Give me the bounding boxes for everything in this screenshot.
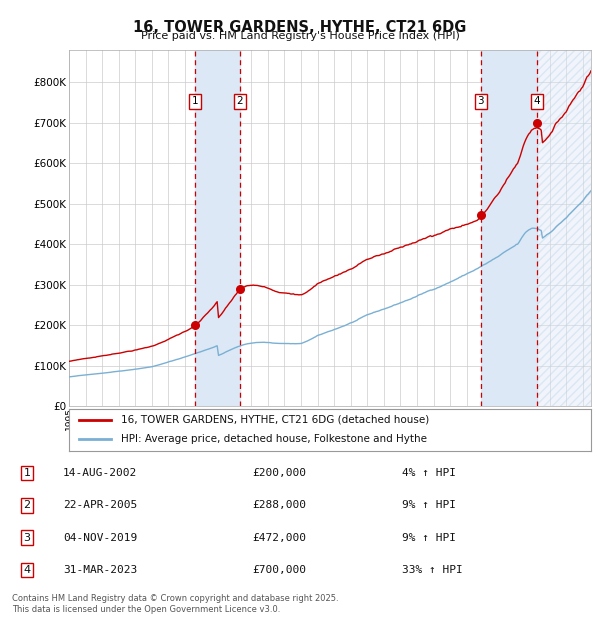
Text: 3: 3 xyxy=(478,96,484,106)
Bar xyxy=(481,50,537,406)
Text: Contains HM Land Registry data © Crown copyright and database right 2025.
This d: Contains HM Land Registry data © Crown c… xyxy=(12,595,338,614)
Text: 14-AUG-2002: 14-AUG-2002 xyxy=(63,468,137,478)
Text: 3: 3 xyxy=(23,533,31,542)
Text: 4% ↑ HPI: 4% ↑ HPI xyxy=(402,468,456,478)
Text: 16, TOWER GARDENS, HYTHE, CT21 6DG (detached house): 16, TOWER GARDENS, HYTHE, CT21 6DG (deta… xyxy=(121,415,430,425)
Text: 9% ↑ HPI: 9% ↑ HPI xyxy=(402,500,456,510)
Text: £200,000: £200,000 xyxy=(252,468,306,478)
Text: £700,000: £700,000 xyxy=(252,565,306,575)
Text: 9% ↑ HPI: 9% ↑ HPI xyxy=(402,533,456,542)
Text: 1: 1 xyxy=(192,96,199,106)
Text: 4: 4 xyxy=(534,96,541,106)
Bar xyxy=(537,50,591,406)
Text: 4: 4 xyxy=(23,565,31,575)
Text: 16, TOWER GARDENS, HYTHE, CT21 6DG: 16, TOWER GARDENS, HYTHE, CT21 6DG xyxy=(133,20,467,35)
Text: 33% ↑ HPI: 33% ↑ HPI xyxy=(402,565,463,575)
Text: £472,000: £472,000 xyxy=(252,533,306,542)
Text: 31-MAR-2023: 31-MAR-2023 xyxy=(63,565,137,575)
Text: 04-NOV-2019: 04-NOV-2019 xyxy=(63,533,137,542)
Text: Price paid vs. HM Land Registry's House Price Index (HPI): Price paid vs. HM Land Registry's House … xyxy=(140,31,460,41)
Text: HPI: Average price, detached house, Folkestone and Hythe: HPI: Average price, detached house, Folk… xyxy=(121,434,427,444)
Text: 2: 2 xyxy=(23,500,31,510)
Bar xyxy=(195,50,240,406)
Text: 2: 2 xyxy=(236,96,243,106)
Text: 22-APR-2005: 22-APR-2005 xyxy=(63,500,137,510)
Text: £288,000: £288,000 xyxy=(252,500,306,510)
Text: 1: 1 xyxy=(23,468,31,478)
